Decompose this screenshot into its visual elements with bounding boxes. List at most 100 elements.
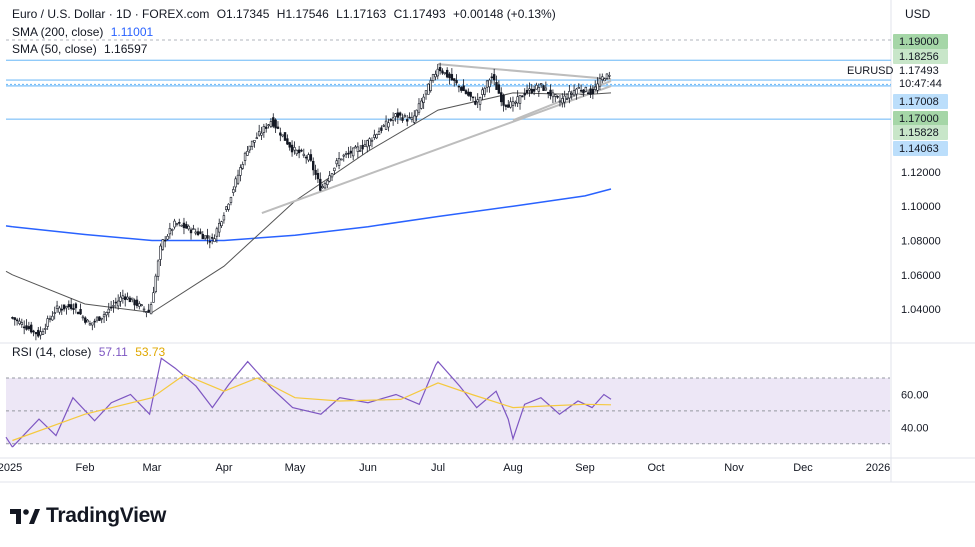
candle-body xyxy=(272,117,275,127)
candle-body xyxy=(196,231,200,235)
candle-body xyxy=(420,100,423,109)
candle-body xyxy=(126,296,129,300)
symbol-tag: EURUSD xyxy=(847,65,894,77)
candle-body xyxy=(323,182,327,189)
candle-body xyxy=(213,238,216,242)
candle-body xyxy=(253,140,256,143)
candle-body xyxy=(445,69,449,78)
rsi-legend: RSI (14, close) 57.11 53.73 xyxy=(12,345,165,359)
candle-body xyxy=(335,160,338,165)
candle-body xyxy=(344,153,348,155)
candle-body xyxy=(48,318,52,320)
currency-label[interactable]: USD xyxy=(905,7,931,21)
candle-body xyxy=(121,295,125,299)
candle-body xyxy=(441,70,444,74)
sma50-label: SMA (50, close) xyxy=(12,42,97,56)
candle-body xyxy=(500,92,503,103)
candle-body xyxy=(295,149,298,155)
candle-body xyxy=(507,104,510,108)
rsi-label: RSI (14, close) xyxy=(12,345,92,359)
candle-body xyxy=(483,87,486,95)
candle-body xyxy=(41,331,45,335)
candle-body xyxy=(448,73,451,79)
low-value: L1.17163 xyxy=(336,7,387,21)
candle-body xyxy=(596,83,599,91)
candle-body xyxy=(112,305,115,307)
candle-body xyxy=(201,233,204,240)
candle-body xyxy=(359,150,362,152)
candle-body xyxy=(598,78,602,87)
candle-body xyxy=(382,125,385,127)
candle-body xyxy=(511,101,515,106)
price-level-badge xyxy=(893,111,948,126)
candle-body xyxy=(243,152,247,161)
time-tick-label: May xyxy=(285,462,306,474)
candle-body xyxy=(415,109,418,117)
candle-body xyxy=(147,309,150,313)
price-level-badge-label: 1.15828 xyxy=(899,127,939,139)
candle-body xyxy=(128,297,132,303)
rsi-line xyxy=(11,357,612,448)
candle-body xyxy=(227,203,230,210)
candle-body xyxy=(102,314,106,318)
candle-body xyxy=(410,117,414,120)
candle-body xyxy=(471,96,475,99)
candle-body xyxy=(208,240,212,243)
candle-body xyxy=(431,74,435,82)
candle-body xyxy=(384,120,388,130)
candle-body xyxy=(561,98,564,104)
candle-body xyxy=(274,119,277,129)
candle-body xyxy=(140,304,143,306)
candle-body xyxy=(422,96,425,103)
candle-body xyxy=(145,311,148,313)
candle-body xyxy=(30,324,33,333)
candle-body xyxy=(551,92,555,98)
candle-body xyxy=(168,228,172,235)
candle-body xyxy=(32,330,35,333)
candle-body xyxy=(406,119,409,122)
candle-body xyxy=(81,316,85,319)
candle-body xyxy=(91,322,94,326)
candle-body xyxy=(523,93,526,96)
candle-body xyxy=(476,99,479,103)
candle-body xyxy=(37,329,40,337)
candle-body xyxy=(312,160,315,171)
candles-group xyxy=(11,62,611,341)
price-tick-label: 1.04000 xyxy=(901,304,941,316)
candle-body xyxy=(485,80,489,88)
candle-body xyxy=(302,153,306,156)
candle-body xyxy=(530,88,533,93)
candle-body xyxy=(265,126,268,129)
candle-body xyxy=(554,94,557,97)
candle-body xyxy=(354,146,357,149)
candle-body xyxy=(178,222,181,224)
candle-body xyxy=(199,231,202,234)
candle-body xyxy=(389,118,392,121)
change-value: +0.00148 (+0.13%) xyxy=(452,7,556,21)
symbol-line: Euro / U.S. Dollar · 1D · FOREX.com xyxy=(12,7,210,21)
candle-body xyxy=(192,228,195,230)
price-tick-label: 1.06000 xyxy=(901,270,941,282)
candle-body xyxy=(109,306,113,309)
price-level-badge xyxy=(893,94,948,109)
candle-body xyxy=(321,186,324,189)
candle-body xyxy=(210,237,214,239)
candle-body xyxy=(403,115,407,118)
candle-body xyxy=(11,317,14,319)
candle-body xyxy=(175,223,179,225)
candle-body xyxy=(438,67,442,72)
price-level-badge xyxy=(893,34,948,49)
candle-body xyxy=(366,140,369,148)
candle-body xyxy=(77,311,80,315)
candle-body xyxy=(532,89,536,92)
candle-body xyxy=(413,115,416,123)
high-value: H1.17546 xyxy=(276,7,329,21)
candle-body xyxy=(398,112,402,116)
candle-body xyxy=(290,144,294,153)
candle-body xyxy=(74,303,78,309)
candle-body xyxy=(84,317,87,323)
rsi-tick-label: 60.00 xyxy=(901,389,929,401)
candle-body xyxy=(107,308,110,313)
tradingview-brand[interactable]: TradingView xyxy=(10,504,166,528)
